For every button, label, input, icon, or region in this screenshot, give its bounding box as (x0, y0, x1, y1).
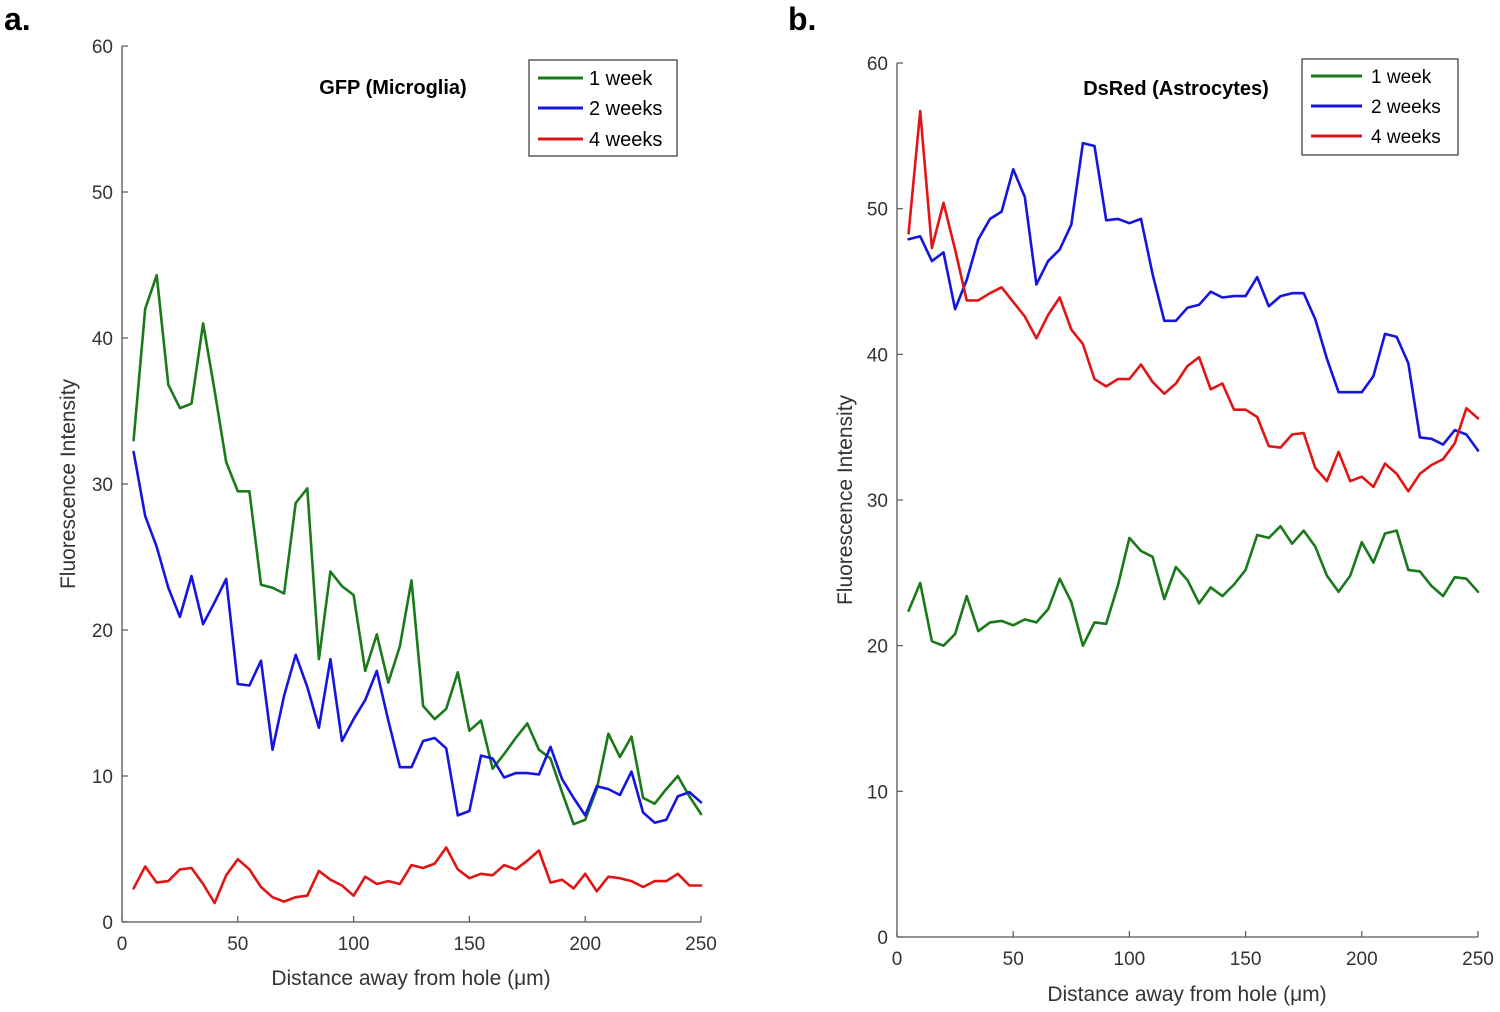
panel-a-series-line-2-weeks (132, 450, 703, 825)
panel-b-legend-label-2-weeks: 2 weeks (1371, 97, 1441, 118)
panel-b-x-tick-label: 100 (1114, 949, 1146, 970)
panel-b-y-tick-label: 60 (867, 54, 888, 75)
panel-b-x-tick-label: 50 (1003, 949, 1024, 970)
panel-b-x-tick-label: 250 (1462, 949, 1494, 970)
panel-b-legend-label-4-weeks: 4 weeks (1371, 127, 1441, 148)
panel-a-label: a. (4, 1, 31, 37)
panel-b-y-tick-label: 0 (877, 928, 888, 949)
panel-a-y-tick-label: 50 (92, 183, 113, 204)
panel-a-y-tick-label: 60 (92, 37, 113, 58)
panel-b-y-tick-label: 50 (867, 200, 888, 221)
panel-a-y-ticks: 0 10 20 30 40 50 60 (92, 37, 128, 934)
panel-a-x-label: Distance away from hole (μm) (271, 967, 550, 990)
panel-a-legend-label-1-week: 1 week (589, 68, 653, 90)
panel-b-series-line-2-weeks (907, 141, 1480, 452)
panel-a-y-tick-label: 40 (92, 329, 113, 350)
panel-b-y-tick-label: 40 (867, 345, 888, 366)
panel-a-y-tick-label: 10 (92, 767, 113, 788)
panel-a-title: GFP (Microglia) (319, 77, 466, 99)
panel-a-x-tick-label: 100 (338, 934, 370, 955)
panel-b-series-lines (907, 109, 1480, 648)
panel-b-y-tick-label: 30 (867, 491, 888, 512)
panel-a-x-ticks: 0 50 100 150 200 250 (117, 916, 717, 955)
panel-b-x-tick-label: 150 (1230, 949, 1262, 970)
panel-a-series-line-4-weeks (132, 846, 703, 905)
panel-a-series-line-1-week (132, 273, 703, 826)
panel-a-y-tick-label: 20 (92, 621, 113, 642)
panel-b-y-label: Fluorescence Intensity (834, 394, 857, 605)
panel-a-y-tick-label: 30 (92, 475, 113, 496)
panel-b-series-line-4-weeks (907, 109, 1480, 493)
panel-b-y-tick-label: 10 (867, 782, 888, 803)
panel-b-title: DsRed (Astrocytes) (1083, 78, 1269, 100)
panel-a-series-lines (132, 273, 703, 905)
panel-b-x-ticks: 0 50 100 150 200 250 (892, 931, 1494, 970)
panel-b-x-tick-label: 0 (892, 949, 903, 970)
panel-b-legend-label-1-week: 1 week (1371, 67, 1432, 88)
panel-b-legend: 1 week 2 weeks 4 weeks (1301, 58, 1459, 156)
panel-a-legend-label-2-weeks: 2 weeks (589, 98, 662, 120)
panel-b-y-tick-label: 20 (867, 637, 888, 658)
panel-a-x-tick-label: 50 (227, 934, 248, 955)
panel-b-label: b. (788, 1, 816, 37)
panel-a: a. 0 10 20 30 40 50 60 0 50 100 150 200 250 GFP (Mi… (4, 1, 717, 990)
panel-b-x-label: Distance away from hole (μm) (1047, 983, 1326, 1006)
panel-a-x-tick-label: 150 (454, 934, 486, 955)
panel-a-y-tick-label: 0 (102, 913, 113, 934)
panel-a-legend-label-4-weeks: 4 weeks (589, 129, 662, 151)
panel-b: b. 0 10 20 30 40 50 60 0 50 100 150 200 250 DsRed (… (788, 1, 1494, 1006)
panel-a-x-tick-label: 200 (569, 934, 601, 955)
panel-a-x-tick-label: 250 (685, 934, 717, 955)
panel-a-y-label: Fluorescence Intensity (57, 378, 80, 589)
panel-a-legend: 1 week 2 weeks 4 weeks (528, 59, 678, 157)
panel-b-series-line-1-week (907, 524, 1480, 648)
panel-b-x-tick-label: 200 (1346, 949, 1378, 970)
panel-b-y-ticks: 0 10 20 30 40 50 60 (867, 54, 903, 949)
panel-a-x-tick-label: 0 (117, 934, 128, 955)
